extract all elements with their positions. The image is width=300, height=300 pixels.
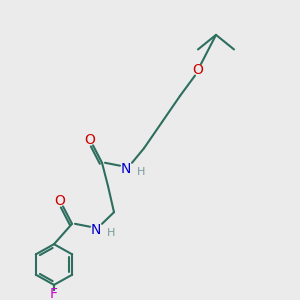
Text: N: N xyxy=(91,223,101,237)
Text: O: O xyxy=(193,63,203,77)
Text: H: H xyxy=(137,167,145,176)
Text: O: O xyxy=(55,194,65,208)
Text: N: N xyxy=(121,162,131,176)
Text: F: F xyxy=(50,286,58,300)
Text: O: O xyxy=(85,133,95,146)
Text: H: H xyxy=(107,228,115,238)
